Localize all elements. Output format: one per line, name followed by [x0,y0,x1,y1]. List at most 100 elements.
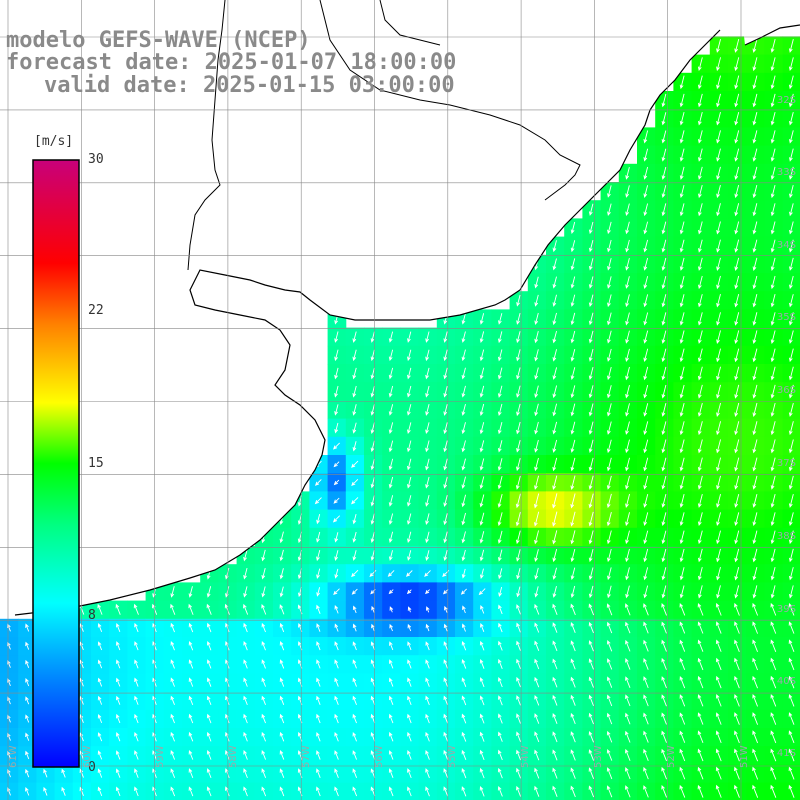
wind-arrow [170,622,175,633]
wind-arrow [752,585,758,599]
wind-arrow [388,677,394,687]
wind-arrow [498,313,503,325]
wind-arrow [679,675,686,689]
wind-arrow [407,422,412,435]
wind-arrow [788,130,794,144]
lon-label: 60W [82,745,93,768]
wind-arrow [534,475,540,490]
wind-arrow [770,130,776,144]
wind-arrow [407,623,412,632]
wind-arrow [407,768,412,779]
wind-arrow [734,421,740,436]
wind-arrow [788,621,795,634]
wind-arrow [770,457,776,472]
wind-arrow [316,750,321,760]
wind-arrow [334,422,339,434]
wind-arrow [279,604,285,615]
wind-arrow [716,312,721,326]
wind-arrow [588,603,595,616]
wind-arrow [716,130,721,144]
wind-arrow [351,479,359,487]
wind-arrow [316,604,321,614]
wind-arrow [478,588,486,596]
wind-arrow [534,385,539,398]
wind-arrow [734,148,740,162]
wind-arrow [332,515,341,523]
wind-arrow [770,257,776,271]
wind-arrow [770,348,776,363]
wind-arrow [425,531,430,544]
wind-arrow [388,768,394,778]
wind-arrow [679,494,685,508]
wind-arrow [425,641,430,651]
wind-arrow [497,493,503,508]
wind-arrow [279,531,284,544]
wind-arrow [698,166,703,180]
wind-arrow [752,621,758,634]
wind-arrow [443,385,448,398]
wind-arrow [97,732,103,742]
wind-arrow [369,570,377,577]
wind-arrow [625,185,630,198]
wind-arrow [661,457,667,472]
wind-arrow [352,404,357,416]
wind-arrow [734,694,740,707]
wind-arrow [170,677,175,687]
wind-arrow [479,658,485,669]
wind-arrow [752,366,758,381]
wind-arrow [79,659,84,669]
wind-arrow [679,203,685,217]
colorbar-tick: 0 [88,760,96,775]
wind-arrow [661,130,667,144]
wind-arrow [643,239,649,253]
wind-arrow [661,603,667,616]
wind-arrow [334,677,339,687]
wind-arrow [352,349,357,362]
lat-label: 32S [776,95,796,106]
wind-arrow [734,784,740,798]
wind-arrow [116,641,121,651]
wind-arrow [279,786,285,797]
wind-arrow [443,349,448,362]
wind-arrow [606,658,613,670]
wind-arrow [461,313,466,325]
wind-arrow [334,385,339,398]
wind-arrow [661,730,667,743]
wind-arrow [770,512,776,527]
wind-arrow [643,421,649,435]
wind-arrow [788,548,794,563]
wind-arrow [552,330,557,344]
wind-arrow [352,768,358,778]
wind-arrow [716,330,721,344]
wind-arrow [679,148,685,162]
wind-arrow [388,513,394,525]
wind-arrow [715,784,722,798]
wind-arrow [661,403,667,417]
wind-arrow [570,457,576,472]
wind-arrow [606,493,612,509]
wind-arrow [716,239,721,253]
wind-arrow [661,475,667,490]
wind-arrow [679,166,685,180]
wind-arrow [752,402,758,417]
wind-arrow [716,275,721,290]
wind-arrow [261,695,266,706]
wind-arrow [770,330,776,344]
wind-arrow [516,658,521,670]
wind-arrow [752,567,758,581]
wind-cell [782,764,800,784]
wind-arrow [715,657,722,671]
wind-arrow [425,786,430,797]
wind-arrow [643,585,649,599]
wind-arrow [752,93,758,108]
wind-arrow [661,694,667,707]
wind-arrow [79,623,84,632]
wind-arrow [461,422,466,435]
wind-arrow [625,203,630,217]
wind-arrow [134,750,139,760]
wind-arrow [516,604,521,615]
wind-arrow [679,475,685,490]
wind-arrow [443,731,449,742]
wind-arrow [752,657,758,671]
wind-arrow [570,658,576,670]
